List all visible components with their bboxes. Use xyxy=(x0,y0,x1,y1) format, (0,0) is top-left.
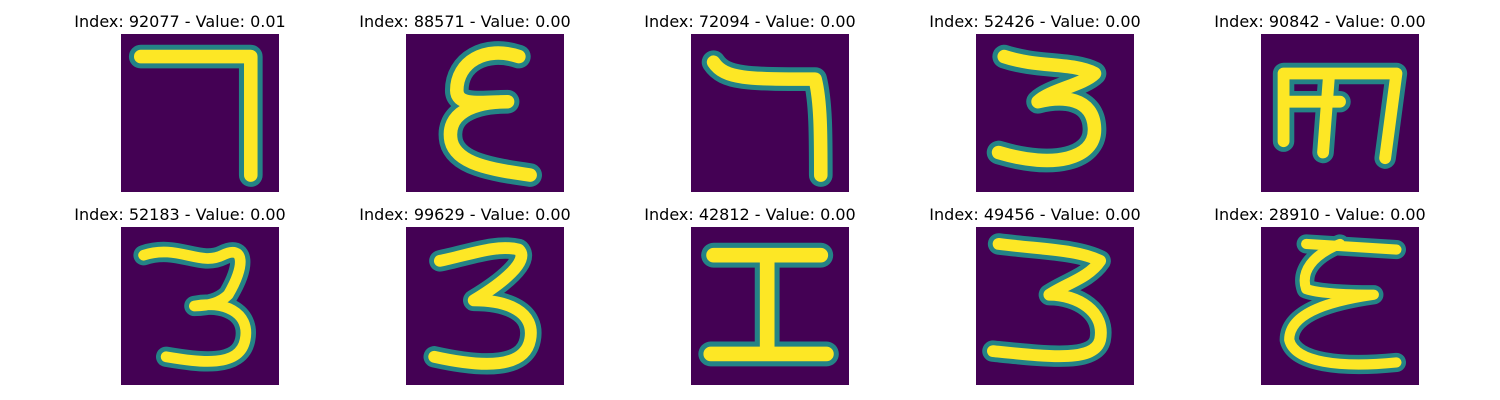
digit-image xyxy=(1261,227,1419,385)
panel-1: Index: 88571 - Value: 0.00 xyxy=(320,12,610,202)
glyph-three xyxy=(982,233,1112,367)
panel-title: Index: 72094 - Value: 0.00 xyxy=(644,12,856,31)
digit-image xyxy=(406,34,564,192)
panel-title: Index: 49456 - Value: 0.00 xyxy=(929,205,1141,224)
panel-title: Index: 99629 - Value: 0.00 xyxy=(359,205,571,224)
panel-title: Index: 88571 - Value: 0.00 xyxy=(359,12,571,31)
digit-image xyxy=(1261,34,1419,192)
digit-image xyxy=(691,227,849,385)
glyph-seven-like xyxy=(701,50,833,187)
panel-4: Index: 90842 - Value: 0.00 xyxy=(1175,12,1465,202)
digit-image xyxy=(691,34,849,192)
digit-image xyxy=(121,227,279,385)
glyph-epsilon-like xyxy=(438,41,542,187)
panel-7: Index: 42812 - Value: 0.00 xyxy=(605,205,895,395)
panel-title: Index: 92077 - Value: 0.01 xyxy=(74,12,286,31)
glyph-three xyxy=(133,241,256,372)
glyph-three-like xyxy=(986,44,1107,173)
panel-6: Index: 99629 - Value: 0.00 xyxy=(320,205,610,395)
panel-9: Index: 28910 - Value: 0.00 xyxy=(1175,205,1465,395)
digit-image xyxy=(976,34,1134,192)
digit-image xyxy=(121,34,279,192)
glyph-i-beam xyxy=(698,242,839,367)
glyph-epsilon-like xyxy=(1279,234,1407,375)
digit-image xyxy=(406,227,564,385)
panel-title: Index: 90842 - Value: 0.00 xyxy=(1214,12,1426,31)
panel-title: Index: 42812 - Value: 0.00 xyxy=(644,205,856,224)
panel-title: Index: 52426 - Value: 0.00 xyxy=(929,12,1141,31)
panel-title: Index: 52183 - Value: 0.00 xyxy=(74,205,286,224)
panel-2: Index: 72094 - Value: 0.00 xyxy=(605,12,895,202)
panel-5: Index: 52183 - Value: 0.00 xyxy=(35,205,325,395)
glyph-sha-like xyxy=(1272,62,1408,169)
panel-3: Index: 52426 - Value: 0.00 xyxy=(890,12,1180,202)
glyph-seven-like xyxy=(128,44,263,187)
panel-8: Index: 49456 - Value: 0.00 xyxy=(890,205,1180,395)
panel-0: Index: 92077 - Value: 0.01 xyxy=(35,12,325,202)
panel-title: Index: 28910 - Value: 0.00 xyxy=(1214,205,1426,224)
glyph-three xyxy=(423,237,542,375)
digit-image xyxy=(976,227,1134,385)
